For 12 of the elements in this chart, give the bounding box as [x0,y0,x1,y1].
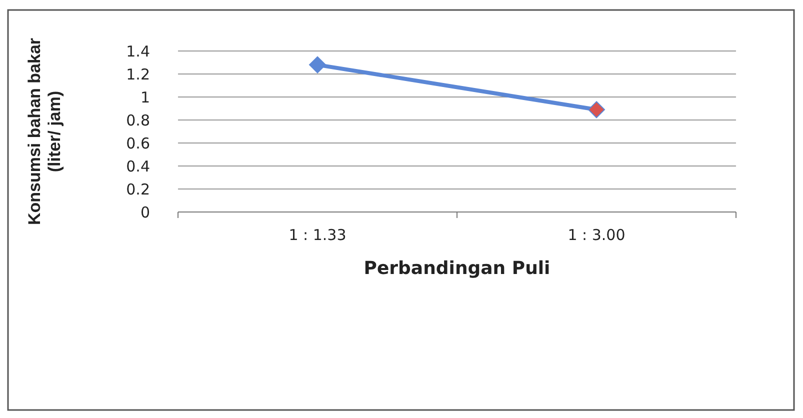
y-tick-label: 0.4 [126,157,150,176]
y-tick-label: 0.2 [126,180,150,198]
y-axis-title: Konsumsi bahan bakar (liter/ jam) [24,38,64,226]
y-tick-label: 0 [140,203,150,222]
y-tick-label: 1.4 [126,42,150,60]
y-tick-label: 0.8 [126,111,150,130]
y-tick-label: 1 [140,88,150,106]
x-tick-label: 1 : 3.00 [568,226,626,244]
y-tick-label: 1.2 [126,65,150,84]
x-tick-label: 1 : 1.33 [288,226,346,244]
y-tick-label: 0.6 [126,134,150,152]
x-axis-title: Perbandingan Puli [364,258,550,279]
